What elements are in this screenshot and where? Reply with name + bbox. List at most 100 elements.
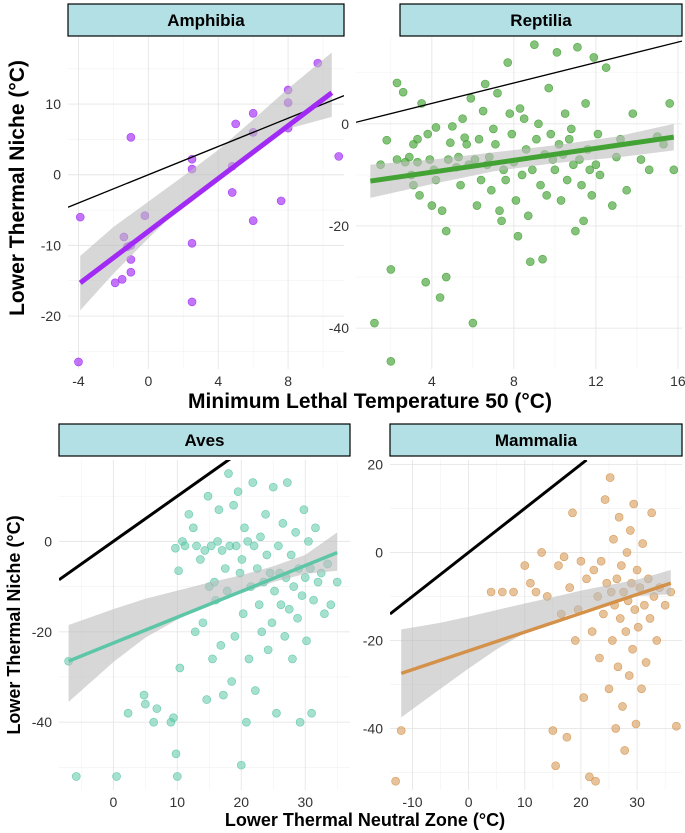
data-point: [489, 124, 498, 134]
y-tick-label: -40: [32, 714, 52, 730]
identity-line: [356, 40, 682, 123]
data-point: [589, 565, 599, 575]
data-point: [591, 776, 600, 786]
panel-amphibia: -4 0 4 8 -20 -10 0 10 Amphibia: [41, 3, 345, 389]
data-point: [591, 160, 601, 169]
data-point: [274, 541, 283, 551]
data-point: [480, 79, 490, 89]
data-point: [446, 138, 455, 148]
data-point: [617, 561, 626, 570]
data-point: [551, 761, 560, 771]
data-point: [244, 654, 254, 664]
data-point: [413, 134, 422, 144]
data-point: [184, 509, 194, 519]
data-point: [554, 561, 563, 570]
data-point: [517, 170, 527, 180]
data-point: [217, 546, 227, 555]
data-point: [190, 627, 200, 637]
data-point: [231, 119, 240, 129]
data-point: [171, 543, 180, 553]
data-point: [208, 654, 217, 664]
data-point: [206, 541, 216, 551]
data-point: [276, 600, 286, 609]
data-point: [458, 114, 467, 124]
data-point: [126, 133, 136, 142]
data-point: [236, 760, 246, 770]
identity-line: [390, 460, 588, 616]
x-tick-label: 16: [670, 373, 685, 389]
data-point: [573, 42, 582, 52]
data-point: [632, 565, 642, 575]
data-point: [313, 577, 323, 587]
data-point: [370, 318, 379, 328]
data-point: [581, 99, 590, 108]
x-tick-label: 20: [233, 794, 249, 810]
x-tick-label: 4: [214, 373, 222, 389]
data-point: [302, 636, 311, 646]
data-point: [526, 578, 535, 588]
data-point: [112, 772, 121, 781]
y-tick-label: -20: [32, 624, 52, 640]
data-point: [261, 509, 270, 519]
data-point: [276, 196, 286, 206]
data-point: [582, 574, 591, 584]
data-point: [644, 165, 654, 175]
data-point: [431, 123, 441, 132]
confidence-band: [80, 52, 332, 311]
data-point: [248, 216, 258, 225]
data-point: [396, 726, 406, 735]
data-point: [238, 609, 248, 618]
y-tick-label: 10: [45, 96, 61, 112]
data-point: [628, 644, 637, 654]
x-tick-label: 10: [170, 794, 186, 810]
data-point: [562, 175, 572, 185]
data-point: [613, 662, 623, 672]
data-point: [174, 566, 183, 576]
data-point: [242, 717, 251, 727]
x-tick-label: 20: [573, 794, 589, 810]
data-point: [487, 185, 496, 195]
data-point: [601, 63, 611, 72]
data-point: [537, 548, 546, 557]
data-point: [280, 632, 290, 641]
data-point: [229, 500, 238, 510]
data-point: [320, 609, 329, 618]
data-point: [559, 552, 569, 562]
facet-strip: [67, 3, 345, 37]
data-point: [579, 693, 589, 702]
data-point: [550, 165, 560, 175]
data-point: [216, 641, 226, 650]
data-point: [641, 658, 651, 667]
data-point: [493, 88, 502, 98]
data-point: [669, 165, 679, 175]
panel-aves: 0 10 20 30 -40 -20 0 Aves: [32, 423, 351, 810]
data-point: [284, 604, 294, 614]
data-point: [311, 523, 320, 533]
data-point: [532, 134, 541, 144]
data-point: [511, 196, 521, 205]
data-point: [538, 254, 547, 264]
data-point: [472, 201, 482, 210]
data-point: [196, 555, 205, 564]
data-point: [620, 746, 630, 755]
data-point: [293, 613, 302, 623]
data-point: [544, 83, 554, 93]
data-point: [126, 267, 136, 277]
data-point: [392, 78, 402, 88]
data-point: [214, 505, 224, 515]
data-point: [624, 671, 634, 680]
plot-marks: [59, 460, 342, 781]
data-point: [600, 495, 610, 504]
x-tick-label: 8: [284, 373, 292, 389]
data-point: [565, 583, 574, 592]
data-point: [74, 357, 83, 367]
data-point: [622, 548, 632, 557]
data-point: [391, 776, 400, 786]
bottom-y-axis-title: Lower Thermal Niche (°C): [4, 515, 24, 734]
data-point: [589, 53, 599, 62]
data-point: [203, 491, 213, 501]
data-point: [283, 478, 292, 487]
data-point: [382, 135, 392, 145]
data-point: [536, 180, 545, 190]
